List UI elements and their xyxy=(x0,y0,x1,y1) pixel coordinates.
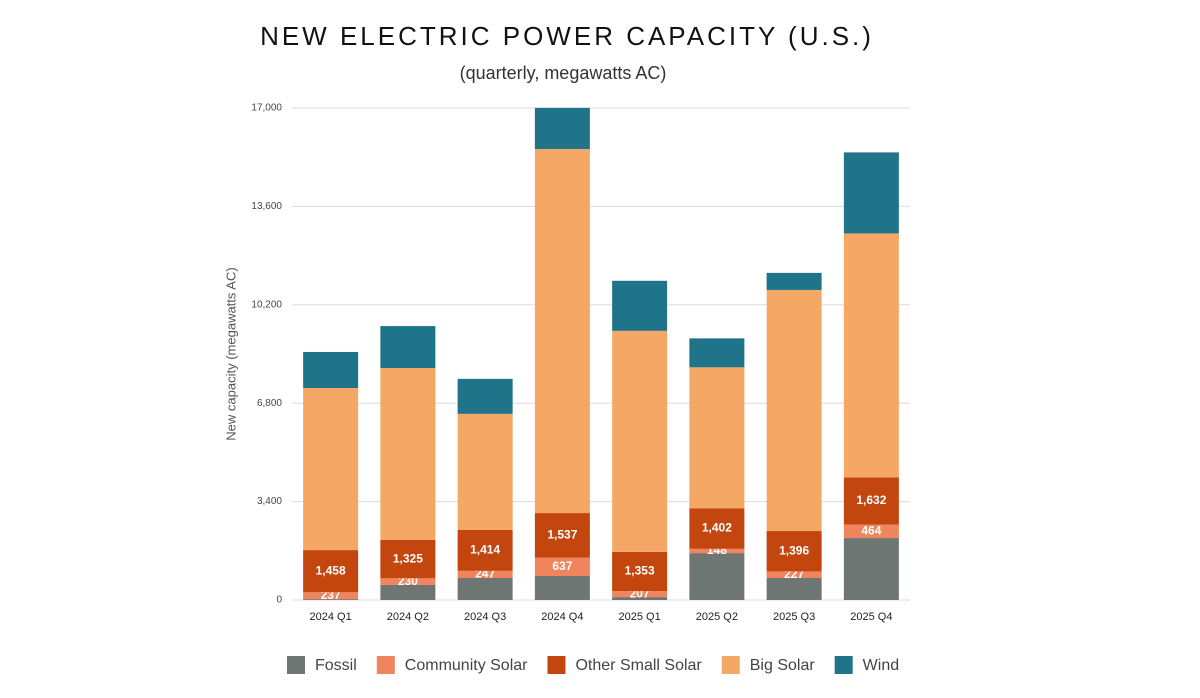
data-label: 1,537 xyxy=(547,527,577,541)
bar-segment xyxy=(843,233,899,478)
bar-segment xyxy=(766,272,822,290)
data-label: 1,414 xyxy=(470,543,500,557)
bar-segment xyxy=(380,578,436,585)
bar-segment xyxy=(380,584,436,600)
y-tick-label: 13,600 xyxy=(251,201,282,212)
data-label: 1,325 xyxy=(393,551,423,565)
data-label: 1,402 xyxy=(702,521,732,535)
bar-segment xyxy=(766,578,822,600)
bar-segment xyxy=(843,477,899,525)
bar-segment xyxy=(303,550,359,593)
data-label: 637 xyxy=(552,559,572,573)
data-label: 1,458 xyxy=(316,563,346,577)
legend-label: Wind xyxy=(863,657,899,674)
legend-label: Big Solar xyxy=(750,657,816,674)
data-label: 1,396 xyxy=(779,543,809,557)
x-tick-label: 2024 Q2 xyxy=(387,611,429,623)
legend-swatch xyxy=(547,656,566,674)
legend-label: Other Small Solar xyxy=(575,657,702,674)
legend-swatch xyxy=(834,656,853,674)
bar-segment xyxy=(689,508,745,549)
x-tick-label: 2025 Q1 xyxy=(619,611,661,623)
bar-segment xyxy=(534,513,590,558)
bar-segment xyxy=(457,570,513,579)
bar-segment xyxy=(303,388,359,551)
bar-segment xyxy=(457,413,513,530)
bar-segment xyxy=(766,289,822,532)
bar-segment xyxy=(612,597,668,600)
x-tick-label: 2025 Q4 xyxy=(850,611,892,623)
x-tick-label: 2024 Q4 xyxy=(541,611,583,623)
x-tick-label: 2024 Q3 xyxy=(464,611,506,623)
legend-swatch xyxy=(287,656,305,674)
bar-segment xyxy=(380,539,436,579)
bar-segment xyxy=(380,326,436,369)
bar-segment xyxy=(534,575,590,600)
y-tick-label: 0 xyxy=(276,595,282,606)
x-tick-label: 2025 Q2 xyxy=(696,611,738,623)
data-label: 1,632 xyxy=(856,493,886,507)
chart-subtitle: (quarterly, megawatts AC) xyxy=(460,63,667,83)
bar-segment xyxy=(689,338,745,368)
bar-segment xyxy=(534,107,590,149)
bar-segment xyxy=(612,280,668,331)
bar-segment xyxy=(303,592,359,600)
bar-segment xyxy=(766,531,822,572)
legend-label: Fossil xyxy=(315,657,357,674)
bar-segment xyxy=(457,578,513,600)
bar-segment xyxy=(843,538,899,600)
chart-title: NEW ELECTRIC POWER CAPACITY (U.S.) xyxy=(260,21,874,51)
bar-segment xyxy=(612,330,668,552)
y-tick-label: 6,800 xyxy=(257,398,282,409)
bar-segment xyxy=(303,599,359,600)
y-tick-label: 17,000 xyxy=(251,103,282,114)
bar-segment xyxy=(457,378,513,414)
bar-segment xyxy=(457,529,513,571)
bar-segment xyxy=(534,148,590,514)
bar-segment xyxy=(689,548,745,554)
x-tick-label: 2024 Q1 xyxy=(310,611,352,623)
bar-segment xyxy=(689,553,745,600)
bar-segment xyxy=(843,152,899,234)
data-label: 464 xyxy=(861,524,881,538)
bar-segment xyxy=(689,367,745,509)
bar-segment xyxy=(612,591,668,598)
legend-swatch xyxy=(376,656,395,674)
data-label: 1,353 xyxy=(625,564,655,578)
y-axis-label: New capacity (megawatts AC) xyxy=(223,267,238,440)
bar-segment xyxy=(303,351,359,389)
y-tick-label: 10,200 xyxy=(251,299,282,310)
bar-segment xyxy=(766,571,822,579)
legend-swatch xyxy=(721,656,740,674)
y-tick-label: 3,400 xyxy=(257,496,282,507)
bar-segment xyxy=(612,551,668,592)
x-tick-label: 2025 Q3 xyxy=(773,611,815,623)
bar-segment xyxy=(843,524,899,539)
bar-segment xyxy=(380,368,436,540)
legend-label: Community Solar xyxy=(405,657,528,674)
bar-segment xyxy=(534,557,590,576)
